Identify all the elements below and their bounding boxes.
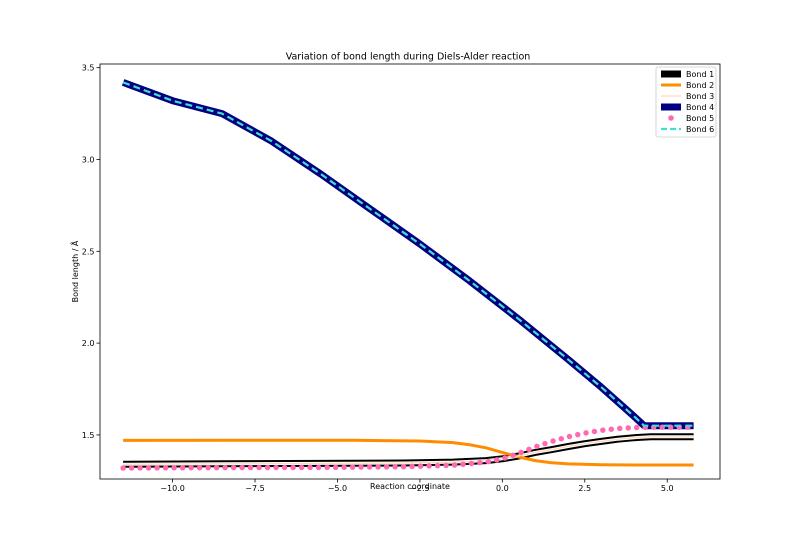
x-tick-label: −5.0 xyxy=(328,484,347,493)
bond-2-line xyxy=(123,438,694,467)
y-tick-label: 1.5 xyxy=(82,431,95,440)
x-axis-title: Reaction coordinate xyxy=(370,482,450,491)
y-tick-label: 3.5 xyxy=(82,64,95,73)
legend: Bond 1 Bond 2 Bond 3 Bond 4 Bond 5 Bond 6 xyxy=(655,66,717,138)
y-tick-label: 2.5 xyxy=(82,247,95,256)
legend-label-bond-2: Bond 2 xyxy=(686,81,714,90)
x-axis: −10.0 −7.5 −5.0 −2.5 0.0 2.5 5.0 xyxy=(160,479,674,493)
plot-frame xyxy=(99,63,721,480)
legend-swatch-bond-5 xyxy=(668,115,674,121)
legend-label-bond-1: Bond 1 xyxy=(686,70,714,79)
legend-label-bond-6: Bond 6 xyxy=(686,125,714,134)
y-tick-label: 3.0 xyxy=(82,155,95,164)
x-tick-label: −10.0 xyxy=(160,484,185,493)
bond-5-line xyxy=(120,424,697,471)
series-layer xyxy=(120,79,697,471)
chart-title: Variation of bond length during Diels-Al… xyxy=(286,52,531,63)
bond-3-line xyxy=(123,436,694,465)
y-axis: 1.5 2.0 2.5 3.0 3.5 xyxy=(82,64,100,440)
x-tick-label: −2.5 xyxy=(410,484,429,493)
y-tick-label: 2.0 xyxy=(82,339,95,348)
x-tick-label: 5.0 xyxy=(661,484,674,493)
bond-6-line xyxy=(122,81,694,427)
x-tick-label: −7.5 xyxy=(245,484,264,493)
y-axis-title: Bond length / Å xyxy=(69,240,80,302)
legend-label-bond-4: Bond 4 xyxy=(686,103,714,112)
x-tick-label: 0.0 xyxy=(496,484,509,493)
bond-4-line xyxy=(121,79,694,430)
legend-label-bond-3: Bond 3 xyxy=(686,92,714,101)
x-tick-label: 2.5 xyxy=(578,484,591,493)
legend-label-bond-5: Bond 5 xyxy=(686,114,714,123)
